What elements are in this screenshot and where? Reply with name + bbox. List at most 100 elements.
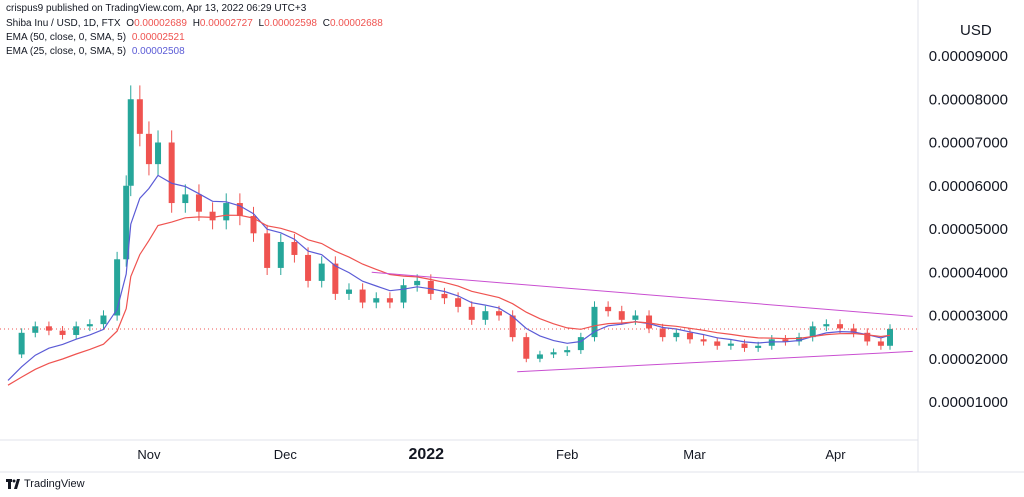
y-tick-label: 0.00006000: [929, 178, 1008, 195]
x-tick-label: Dec: [274, 447, 298, 462]
candle-body: [86, 324, 93, 327]
candle-body: [577, 337, 584, 351]
candle-body: [127, 99, 134, 186]
candle-body: [782, 339, 789, 342]
symbol-label[interactable]: Shiba Inu / USD, 1D, FTX: [6, 18, 121, 29]
candle-body: [809, 326, 816, 338]
candle-body: [114, 259, 121, 316]
candle-body: [864, 332, 871, 342]
lower-trendline: [517, 350, 913, 373]
candle-body: [714, 341, 721, 346]
candle-body: [73, 326, 80, 335]
currency-label[interactable]: USD: [960, 22, 992, 39]
candle-body: [509, 315, 516, 338]
candle-body: [632, 315, 639, 320]
ema25-value: 0.00002508: [131, 46, 185, 57]
candle-body: [209, 211, 216, 221]
upper-trendline: [371, 271, 913, 317]
y-tick-label: 0.00004000: [929, 264, 1008, 281]
candle-body: [700, 339, 707, 342]
ohlc-low-value: 0.00002598: [264, 18, 317, 29]
ohlc-open-label: O: [126, 18, 135, 29]
y-tick-label: 0.00002000: [929, 351, 1008, 368]
y-tick-label: 0.00009000: [929, 48, 1008, 65]
candle-body: [659, 328, 666, 338]
candle-body: [332, 263, 339, 294]
candle-body: [836, 324, 843, 329]
candle-body: [877, 341, 884, 346]
candle-body: [741, 343, 748, 348]
candle-body: [195, 194, 202, 212]
ema50-line: [7, 214, 891, 386]
ohlc-close-label: C: [322, 18, 330, 29]
candle-body: [646, 315, 653, 329]
published-by-text: crispus9 published on TradingView.com, A…: [6, 3, 307, 14]
candle-body: [59, 330, 66, 335]
y-tick-label: 0.00003000: [929, 308, 1008, 325]
candle-body: [887, 328, 893, 346]
candle-body: [768, 339, 775, 346]
tradingview-logo-icon: [6, 479, 20, 489]
ema50-row: EMA (50, close, 0, SMA, 5) 0.00002521: [6, 31, 383, 45]
candle-body: [236, 203, 243, 217]
candle-body: [223, 203, 230, 221]
candle-body: [536, 354, 543, 359]
candle-body: [305, 254, 312, 281]
candle-body: [182, 194, 189, 204]
ohlc-low-label: L: [258, 18, 265, 29]
candle-body: [155, 142, 162, 165]
x-tick-label: Mar: [683, 447, 706, 462]
ohlc-open-value: 0.00002689: [134, 18, 187, 29]
chart-legend: Shiba Inu / USD, 1D, FTX O0.00002689 H0.…: [6, 17, 383, 59]
ohlc-close-value: 0.00002688: [329, 18, 383, 29]
y-tick-label: 0.00001000: [929, 394, 1008, 411]
brand-name: TradingView: [24, 478, 85, 490]
candle-body: [400, 285, 407, 303]
candle-body: [264, 233, 271, 268]
candle-body: [686, 332, 693, 340]
candle-body: [18, 332, 25, 355]
candle-body: [136, 99, 143, 134]
ohlc-high-value: 0.00002727: [199, 18, 253, 29]
candle-body: [455, 298, 462, 307]
candle-body: [414, 280, 421, 286]
candle-body: [373, 298, 380, 303]
candle-body: [468, 306, 475, 320]
candle-body: [427, 280, 434, 294]
candle-body: [32, 326, 39, 333]
candle-body: [482, 311, 489, 320]
candle-body: [591, 306, 598, 338]
x-tick-label: Apr: [825, 447, 846, 462]
candle-body: [673, 332, 680, 338]
candle-body: [123, 185, 130, 260]
candle-body: [850, 328, 857, 333]
symbol-row: Shiba Inu / USD, 1D, FTX O0.00002689 H0.…: [6, 17, 383, 31]
candle-body: [291, 241, 298, 255]
candle-body: [550, 352, 557, 355]
ema50-label[interactable]: EMA (50, close, 0, SMA, 5): [6, 32, 127, 43]
candle-body: [45, 326, 52, 331]
ema25-label[interactable]: EMA (25, close, 0, SMA, 5): [6, 46, 127, 57]
y-tick-label: 0.00007000: [929, 135, 1008, 152]
candle-body: [277, 241, 284, 268]
y-tick-label: 0.00005000: [929, 221, 1008, 238]
candle-body: [100, 315, 107, 325]
y-tick-label: 0.00008000: [929, 91, 1008, 108]
candle-body: [496, 311, 503, 316]
candle-body: [755, 345, 762, 348]
candle-body: [318, 263, 325, 281]
x-tick-label: Nov: [137, 447, 161, 462]
candle-body: [727, 343, 734, 346]
candle-body: [145, 133, 152, 165]
candle-body: [168, 142, 175, 204]
ema25-line: [7, 174, 891, 381]
candle-body: [564, 350, 571, 353]
candle-body: [441, 293, 448, 299]
x-tick-label: 2022: [408, 446, 444, 463]
candle-body: [345, 289, 352, 294]
ema25-row: EMA (25, close, 0, SMA, 5) 0.00002508: [6, 45, 383, 59]
tradingview-brand[interactable]: TradingView: [6, 478, 85, 490]
candle-body: [618, 311, 625, 320]
x-tick-label: Feb: [556, 447, 578, 462]
